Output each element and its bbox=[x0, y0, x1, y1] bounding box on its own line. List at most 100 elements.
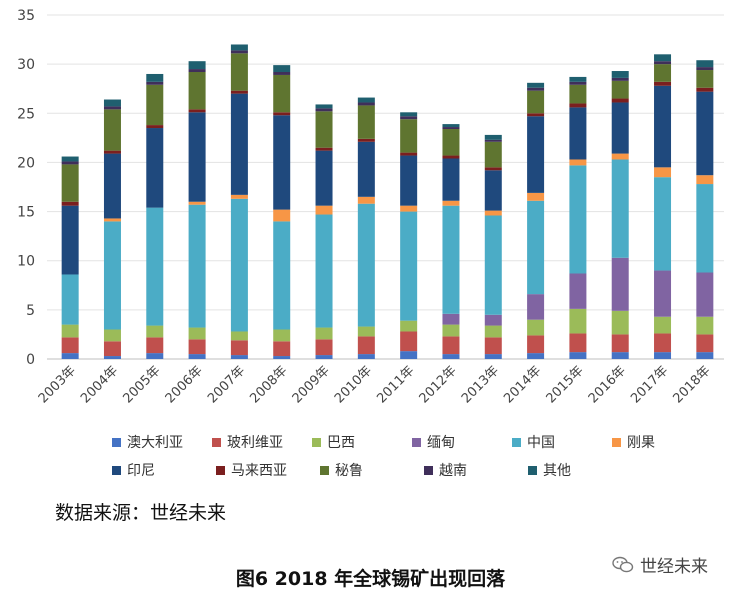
bar-segment bbox=[103, 99, 121, 107]
bar-segment bbox=[654, 64, 672, 82]
bar-segment bbox=[484, 210, 502, 216]
bar-segment bbox=[696, 316, 714, 335]
bar-segment bbox=[188, 72, 206, 110]
bar-segment bbox=[569, 76, 587, 82]
bar-segment bbox=[611, 153, 629, 160]
bar-segment bbox=[696, 91, 714, 176]
x-tick-label: 2006年 bbox=[163, 363, 206, 406]
source-note: 数据来源：世经未来 bbox=[55, 502, 227, 524]
legend-item: 马来西亚 bbox=[216, 460, 320, 480]
legend-item: 玻利维亚 bbox=[212, 432, 312, 452]
bar-segment bbox=[654, 333, 672, 353]
bar-segment bbox=[61, 201, 79, 206]
bar-segment bbox=[315, 205, 333, 215]
x-tick-label: 2009年 bbox=[290, 363, 333, 406]
bar-segment bbox=[315, 147, 333, 151]
bar-segment bbox=[484, 325, 502, 338]
bar-segment bbox=[230, 90, 248, 94]
bar-segment bbox=[654, 316, 672, 334]
legend-label: 其他 bbox=[543, 463, 571, 479]
bar-segment bbox=[654, 352, 672, 359]
bar-segment bbox=[61, 337, 79, 354]
legend-swatch bbox=[312, 437, 321, 447]
bar-segment bbox=[188, 339, 206, 355]
bar-segment bbox=[696, 175, 714, 185]
legend-label: 马来西亚 bbox=[231, 463, 287, 479]
bar-segment bbox=[484, 215, 502, 315]
bar-segment bbox=[273, 221, 291, 330]
bar-segment bbox=[400, 116, 418, 120]
bar-segment bbox=[61, 161, 79, 165]
bar-segment bbox=[273, 341, 291, 357]
x-axis: 2003年 2004年 2005年 2006年 2007年 2008年 2009年 2010年… bbox=[36, 363, 714, 406]
bar-segment bbox=[400, 119, 418, 153]
y-tick-label: 0 bbox=[26, 352, 35, 368]
legend-item: 澳大利亚 bbox=[112, 432, 212, 452]
bar-segment bbox=[400, 331, 418, 352]
bar-segment bbox=[230, 44, 248, 51]
bar-segment bbox=[357, 354, 375, 359]
bar-segment bbox=[230, 331, 248, 341]
bar-segment bbox=[273, 209, 291, 222]
bar-segment bbox=[61, 353, 79, 359]
bar-segment bbox=[315, 111, 333, 148]
legend-item: 其他 bbox=[528, 460, 632, 480]
figure-caption: 图6 2018 年全球锡矿出现回落 bbox=[235, 568, 506, 590]
bar-segment bbox=[484, 314, 502, 326]
x-tick-label: 2003年 bbox=[36, 363, 79, 406]
bar-segment bbox=[442, 205, 460, 314]
y-tick-label: 5 bbox=[26, 303, 35, 319]
x-tick-label: 2016年 bbox=[586, 363, 629, 406]
bar-segment bbox=[315, 214, 333, 328]
x-tick-label: 2018年 bbox=[670, 363, 713, 406]
bar-segment bbox=[61, 324, 79, 338]
bar-segment bbox=[273, 74, 291, 113]
x-tick-label: 2010年 bbox=[332, 363, 375, 406]
bar-segment bbox=[357, 141, 375, 197]
bar-segment bbox=[103, 106, 121, 110]
bar-segment bbox=[315, 327, 333, 340]
bar-segment bbox=[315, 339, 333, 356]
legend-row: 印尼 马来西亚 秘鲁 越南 其他 bbox=[112, 456, 712, 484]
legend-row: 澳大利亚 玻利维亚 巴西 缅甸 中国 刚果 bbox=[112, 428, 712, 456]
bar-segment bbox=[527, 200, 545, 295]
bar-segment bbox=[569, 333, 587, 353]
bar-segment bbox=[696, 67, 714, 71]
bar-segment bbox=[61, 274, 79, 325]
legend-swatch bbox=[212, 437, 221, 447]
legend-item: 刚果 bbox=[612, 432, 712, 452]
bar-segment bbox=[273, 329, 291, 342]
bar-segment bbox=[146, 73, 164, 82]
bar-segment bbox=[146, 353, 164, 359]
bar-segment bbox=[273, 112, 291, 116]
bar-segment bbox=[611, 77, 629, 81]
legend-label: 澳大利亚 bbox=[127, 435, 183, 451]
legend-item: 中国 bbox=[512, 432, 612, 452]
bar-segment bbox=[569, 103, 587, 108]
y-tick-label: 35 bbox=[17, 8, 35, 24]
bar-segment bbox=[654, 167, 672, 178]
bar-segment bbox=[442, 336, 460, 355]
legend-swatch bbox=[512, 437, 521, 447]
bar-segment bbox=[442, 124, 460, 128]
legend-item: 巴西 bbox=[312, 432, 412, 452]
bar-segment bbox=[146, 337, 164, 354]
bars bbox=[61, 44, 714, 359]
bar-segment bbox=[357, 105, 375, 139]
bar-segment bbox=[569, 84, 587, 104]
legend-label: 玻利维亚 bbox=[227, 435, 283, 451]
bar-segment bbox=[400, 155, 418, 206]
legend-label: 印尼 bbox=[127, 463, 155, 479]
bar-segment bbox=[611, 159, 629, 258]
bar-segment bbox=[315, 355, 333, 359]
bar-segment bbox=[527, 82, 545, 88]
wechat-icon bbox=[612, 556, 634, 572]
bar-segment bbox=[103, 356, 121, 359]
bar-segment bbox=[569, 352, 587, 359]
bar-segment bbox=[484, 337, 502, 355]
legend-swatch bbox=[424, 465, 433, 475]
bar-segment bbox=[527, 294, 545, 320]
x-tick-label: 2012年 bbox=[417, 363, 460, 406]
bar-segment bbox=[442, 155, 460, 159]
bar-segment bbox=[611, 102, 629, 154]
